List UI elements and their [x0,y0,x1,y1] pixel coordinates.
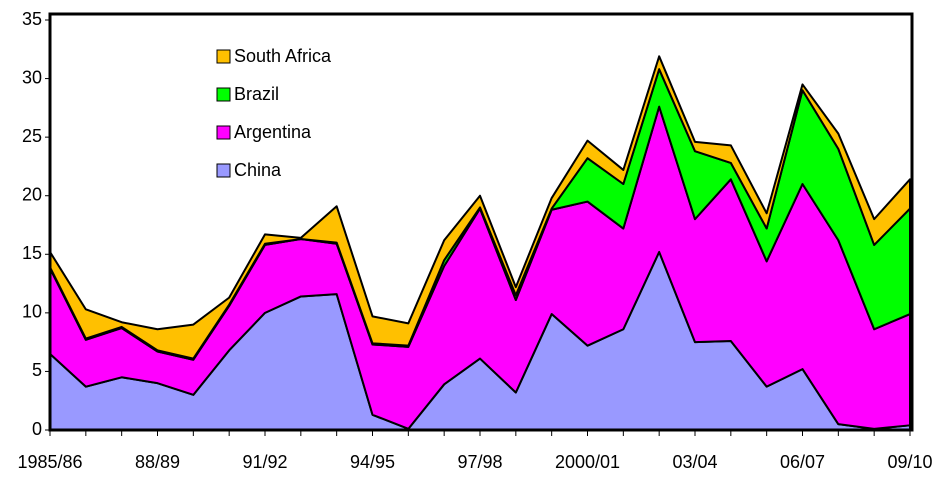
x-tick-label: 1985/86 [17,452,82,472]
y-tick-label: 15 [22,243,42,263]
y-tick-label: 10 [22,302,42,322]
x-tick-label: 09/10 [887,452,932,472]
legend-swatch [216,49,231,64]
x-tick-label: 06/07 [780,452,825,472]
legend-label: South Africa [234,46,332,66]
x-tick-label: 97/98 [457,452,502,472]
legend-swatch [216,87,231,102]
y-tick-label: 0 [32,419,42,439]
x-tick-label: 88/89 [135,452,180,472]
y-tick-label: 35 [22,9,42,29]
y-tick-label: 30 [22,67,42,87]
y-tick-label: 25 [22,126,42,146]
legend-label: China [234,160,282,180]
legend-swatch [216,125,231,140]
y-tick-label: 5 [32,360,42,380]
x-tick-label: 2000/01 [555,452,620,472]
y-tick-label: 20 [22,184,42,204]
area [49,55,911,360]
x-tick-label: 91/92 [242,452,287,472]
legend-label: Brazil [234,84,279,104]
legend-swatch [216,163,231,178]
x-tick-label: 03/04 [672,452,717,472]
x-tick-label: 94/95 [350,452,395,472]
legend-label: Argentina [234,122,312,142]
plot-frame [48,12,914,432]
